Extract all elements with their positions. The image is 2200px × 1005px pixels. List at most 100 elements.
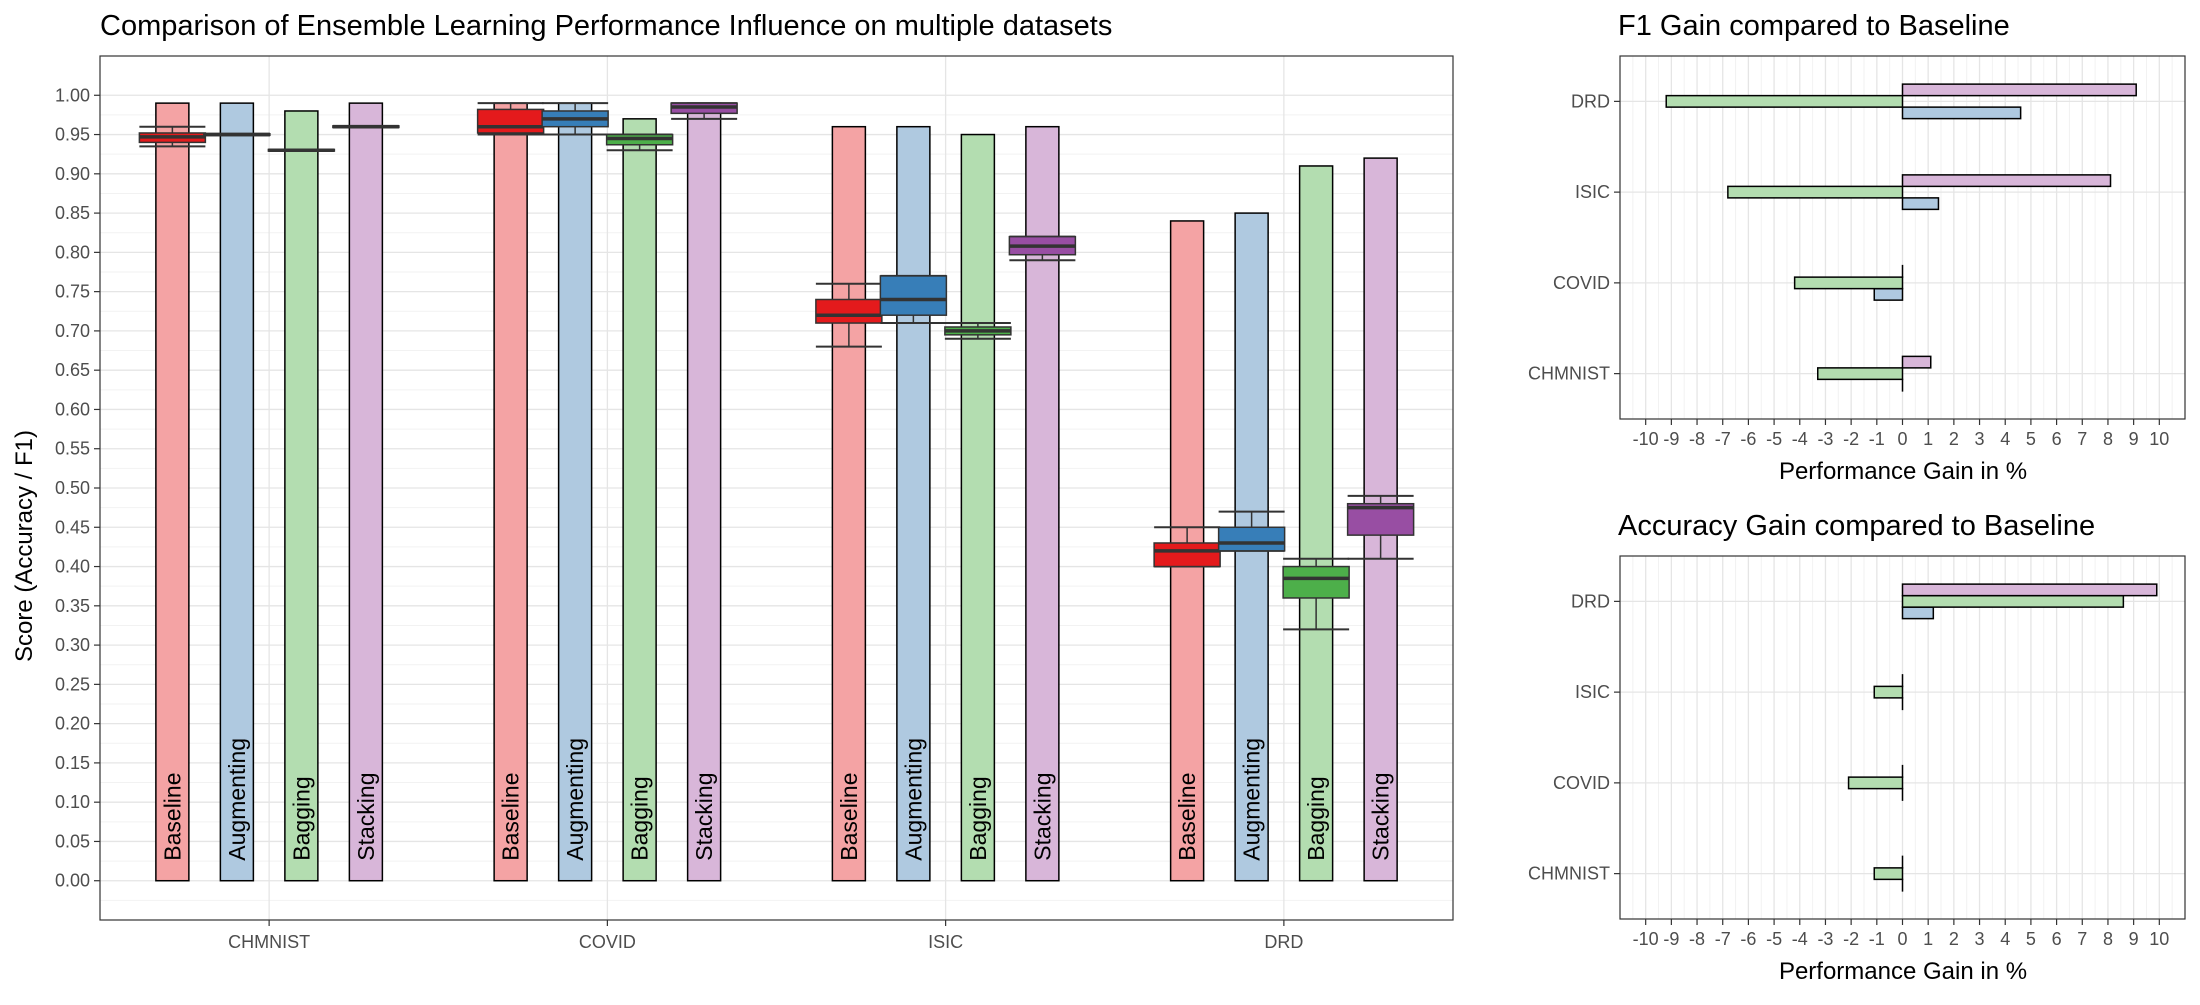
f1-y-tick-label: COVID — [1553, 273, 1610, 293]
acc-x-tick-label: 7 — [2077, 929, 2087, 949]
box — [1219, 527, 1285, 551]
y-tick-label: 0.95 — [55, 125, 90, 145]
f1-gain-title: F1 Gain compared to Baseline — [1618, 10, 2010, 42]
y-tick-label: 0.35 — [55, 596, 90, 616]
bar-method-label: Bagging — [965, 776, 991, 860]
y-tick-label: 1.00 — [55, 85, 90, 105]
acc-x-tick-label: -7 — [1715, 929, 1731, 949]
accuracy-x-axis-label: Performance Gain in % — [1779, 958, 2027, 985]
f1-x-tick-label: -5 — [1766, 429, 1782, 449]
bar-method-label: Stacking — [353, 773, 379, 861]
y-tick-label: 0.90 — [55, 164, 90, 184]
f1-x-tick-label: -8 — [1689, 429, 1705, 449]
box — [1154, 543, 1220, 567]
acc-y-tick-label: DRD — [1571, 591, 1610, 611]
f1-gain-bar — [1903, 175, 2111, 187]
y-tick-label: 0.10 — [55, 792, 90, 812]
main-chart: Comparison of Ensemble Learning Performa… — [11, 10, 1453, 952]
bar — [688, 103, 721, 881]
f1-x-tick-label: 8 — [2103, 429, 2113, 449]
y-tick-label: 0.30 — [55, 635, 90, 655]
acc-x-tick-label: 4 — [2000, 929, 2010, 949]
y-tick-label: 0.60 — [55, 399, 90, 419]
x-tick-label: CHMNIST — [228, 932, 310, 952]
y-tick-label: 0.70 — [55, 321, 90, 341]
bar-method-label: Baseline — [836, 772, 862, 860]
f1-x-tick-label: 1 — [1923, 429, 1933, 449]
f1-y-tick-label: DRD — [1571, 91, 1610, 111]
acc-y-tick-label: CHMNIST — [1528, 864, 1610, 884]
acc-x-tick-label: -8 — [1689, 929, 1705, 949]
bar-method-label: Baseline — [498, 772, 524, 860]
box — [1283, 567, 1349, 598]
acc-x-tick-label: -4 — [1792, 929, 1808, 949]
f1-gain-bar — [1666, 96, 1902, 108]
f1-gain-bar — [1903, 356, 1931, 368]
f1-x-tick-label: -9 — [1663, 429, 1679, 449]
bar-method-label: Augmenting — [562, 738, 588, 861]
acc-x-tick-label: 0 — [1897, 929, 1907, 949]
f1-x-tick-label: 3 — [1975, 429, 1985, 449]
f1-gain-bar — [1818, 368, 1903, 380]
y-tick-label: 0.85 — [55, 203, 90, 223]
f1-gain-bar — [1795, 277, 1903, 289]
f1-x-tick-label: 5 — [2026, 429, 2036, 449]
f1-y-tick-label: CHMNIST — [1528, 364, 1610, 384]
acc-gain-bar — [1849, 777, 1903, 789]
f1-x-tick-label: -1 — [1869, 429, 1885, 449]
x-tick-label: DRD — [1264, 932, 1303, 952]
f1-x-axis-label: Performance Gain in % — [1779, 458, 2027, 485]
bar — [349, 103, 382, 881]
bar-method-label: Stacking — [691, 773, 717, 861]
f1-x-tick-label: -7 — [1715, 429, 1731, 449]
f1-x-tick-label: 4 — [2000, 429, 2010, 449]
f1-y-tick-label: ISIC — [1575, 182, 1610, 202]
acc-x-tick-label: 8 — [2103, 929, 2113, 949]
f1-gain-bar — [1903, 84, 2137, 96]
acc-x-tick-label: -9 — [1663, 929, 1679, 949]
f1-x-tick-label: 0 — [1897, 429, 1907, 449]
f1-gain-bar — [1874, 289, 1902, 301]
y-tick-label: 0.40 — [55, 557, 90, 577]
acc-y-tick-label: ISIC — [1575, 682, 1610, 702]
f1-x-tick-label: 6 — [2052, 429, 2062, 449]
f1-gain-bar — [1728, 186, 1903, 198]
bar-method-label: Augmenting — [1239, 738, 1265, 861]
f1-x-tick-label: 7 — [2077, 429, 2087, 449]
acc-x-tick-label: 6 — [2052, 929, 2062, 949]
main-y-axis-label: Score (Accuracy / F1) — [11, 430, 38, 662]
y-tick-label: 0.15 — [55, 753, 90, 773]
acc-x-tick-label: -1 — [1869, 929, 1885, 949]
y-tick-label: 0.20 — [55, 714, 90, 734]
y-tick-label: 0.65 — [55, 360, 90, 380]
y-tick-label: 0.05 — [55, 831, 90, 851]
f1-x-tick-label: 10 — [2149, 429, 2169, 449]
f1-x-tick-label: -4 — [1792, 429, 1808, 449]
y-tick-label: 0.00 — [55, 871, 90, 891]
f1-x-tick-label: -10 — [1633, 429, 1659, 449]
acc-gain-bar — [1903, 607, 1934, 619]
y-tick-label: 0.45 — [55, 517, 90, 537]
box — [816, 299, 882, 323]
bar-method-label: Bagging — [627, 776, 653, 860]
bar — [623, 119, 656, 881]
accuracy-gain-title: Accuracy Gain compared to Baseline — [1618, 510, 2095, 542]
bar-method-label: Augmenting — [224, 738, 250, 861]
bar — [494, 103, 527, 881]
f1-gain-bar — [1903, 107, 2021, 119]
acc-x-tick-label: 3 — [1975, 929, 1985, 949]
f1-x-tick-label: -3 — [1817, 429, 1833, 449]
bar-method-label: Stacking — [1368, 773, 1394, 861]
acc-x-tick-label: 1 — [1923, 929, 1933, 949]
bar-method-label: Baseline — [159, 772, 185, 860]
acc-y-tick-label: COVID — [1553, 773, 1610, 793]
bar-method-label: Bagging — [1303, 776, 1329, 860]
bar-method-label: Baseline — [1174, 772, 1200, 860]
bar — [1300, 166, 1333, 881]
bar — [832, 127, 865, 881]
f1-x-tick-label: -2 — [1843, 429, 1859, 449]
bar-method-label: Bagging — [288, 776, 314, 860]
y-tick-label: 0.25 — [55, 674, 90, 694]
